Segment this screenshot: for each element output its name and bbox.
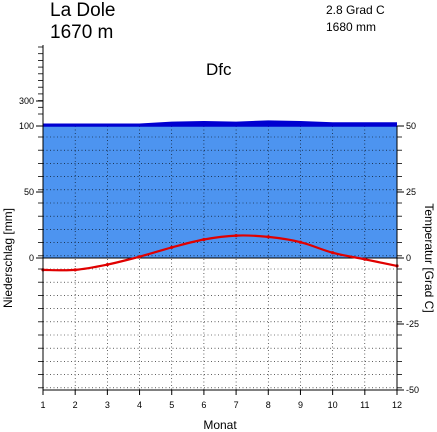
chart-title: La Dole 1670 m [50,0,116,44]
temp-tick-label: 0 [406,253,411,263]
temperature-point [234,234,238,238]
month-tick-label: 11 [360,400,369,410]
y-axis-label-temperature: Temperatur [Grad C] [422,203,436,313]
mean-temperature: 2.8 Grad C [326,3,385,17]
precipitation-area [43,126,397,258]
temperature-point [298,240,303,244]
precip-tick-label: 0 [29,253,34,263]
temperature-point [105,263,109,267]
y-axis-label-precipitation: Niederschlag [mm] [1,207,15,309]
month-tick-label: 6 [201,400,206,410]
temperature-point [170,245,174,249]
precipitation-over-100-area [43,120,397,126]
month-tick-label: 3 [105,400,110,410]
temperature-point [73,268,77,272]
precip-tick-label: 50 [24,187,34,197]
month-tick-label: 12 [392,400,402,410]
climate-summary: 2.8 Grad C 1680 mm [326,2,385,36]
month-tick-label: 2 [73,400,78,410]
station-elevation: 1670 m [50,22,114,43]
temperature-point [202,237,206,242]
precip-tick-label: 100 [19,121,34,131]
month-tick-label: 4 [137,400,142,410]
temperature-point [363,257,367,261]
month-tick-label: 5 [169,400,174,410]
temperature-point [266,235,270,239]
annual-precipitation: 1680 mm [326,20,377,34]
month-tick-label: 1 [40,400,45,410]
temperature-point [137,255,142,259]
temp-tick-label: -50 [406,385,419,395]
month-tick-label: 8 [266,400,271,410]
temp-tick-label: 25 [406,187,416,197]
station-name: La Dole [50,0,116,21]
temp-tick-label: 50 [406,121,416,131]
temp-tick-label: -25 [406,319,419,329]
climate-classification: Dfc [206,60,232,79]
x-axis-label: Monat [203,418,237,432]
temperature-point [331,251,335,255]
temperature-line [42,234,398,272]
month-tick-label: 10 [328,400,338,410]
month-tick-label: 7 [234,400,239,410]
precip-tick-label: 300 [19,96,34,106]
month-tick-label: 9 [298,400,303,410]
